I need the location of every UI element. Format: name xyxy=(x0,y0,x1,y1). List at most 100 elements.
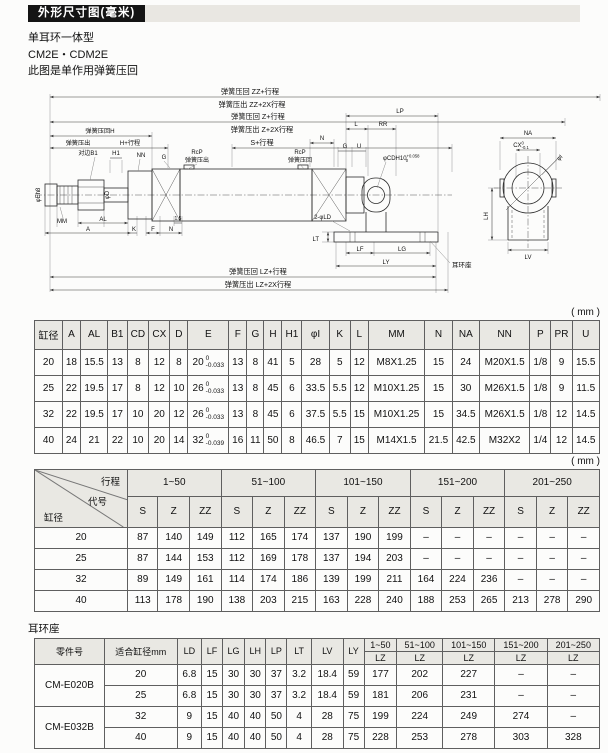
drawing-label: 弹簧压出 ZZ+2X行程 xyxy=(219,100,286,109)
table-cell: 13 xyxy=(228,374,248,402)
subtitle-model: CM2E・CDM2E xyxy=(28,48,109,61)
table-cell: 13 xyxy=(228,348,248,376)
table-cell: 8 xyxy=(281,426,303,454)
column-header: U xyxy=(571,319,601,350)
table-cell: 28 xyxy=(310,726,344,749)
table-cell: 21 xyxy=(79,426,109,454)
table-cell: 8 xyxy=(126,348,150,376)
drawing-label: 弹簧压出 xyxy=(66,139,91,147)
stroke-range-header: 51~100 xyxy=(220,468,317,497)
table-cell: 203 xyxy=(252,589,285,612)
table-cell: 15 xyxy=(201,726,223,749)
dimensions-table-head: 缸径 A AL B1 CD CX D E F G H H1 φI K L MM … xyxy=(34,319,601,350)
table-cell: 164 xyxy=(409,568,443,591)
table-cell: 14 xyxy=(169,426,189,454)
table-cell: 87 xyxy=(126,547,159,570)
table-row: 20 87 140 149 112 165 174 137 190 199– – – – – – xyxy=(34,526,600,549)
table-cell: 50 xyxy=(265,726,288,749)
table-row: 40 9 15 40 40 50 4 28 75 228 253 278 303 328 xyxy=(35,726,601,749)
table-cell: 20 xyxy=(34,348,63,376)
table-cell: – xyxy=(494,684,548,707)
table-cell: 13 xyxy=(228,400,248,428)
table-cell: 40 xyxy=(221,726,246,749)
diagonal-lines xyxy=(35,470,127,527)
table-cell: – xyxy=(472,526,506,549)
drawing-label: 弹簧压回 xyxy=(288,156,312,164)
table-cell: 18 xyxy=(61,348,81,376)
table-cell: 42.5 xyxy=(451,426,480,454)
table-cell: 32 0 -0.039 xyxy=(187,426,230,454)
column-header: A xyxy=(61,319,81,350)
column-header: AL xyxy=(79,319,109,350)
table-cell: 10 xyxy=(126,400,150,428)
stroke-table-head: 行程 代号 缸径 1~50 51~100 101~150 151~200 201… xyxy=(34,468,600,528)
stroke-range-header: 201~250 xyxy=(504,468,600,497)
table-cell: 26 0 -0.033 xyxy=(187,374,230,402)
table-cell: 9 xyxy=(176,705,203,728)
table-cell: – xyxy=(535,526,569,549)
table-row: 25 87 144 153 112 169 178 137 194 203– – – – – – xyxy=(34,547,600,570)
drawing-label: 弹簧压出 LZ+2X行程 xyxy=(225,280,292,289)
table-cell: 228 xyxy=(346,589,380,612)
drawing-label: NN xyxy=(137,153,146,159)
table-cell: 5 xyxy=(281,348,303,376)
column-header: NN xyxy=(478,319,531,350)
table-cell: 15 xyxy=(349,426,369,454)
column-header: 适合缸径mm xyxy=(103,637,178,665)
table-cell: 17 xyxy=(107,400,128,428)
column-header: E xyxy=(187,319,230,350)
dimension-lines xyxy=(45,95,600,291)
table-cell: 190 xyxy=(346,526,380,549)
table-cell: – xyxy=(546,684,601,707)
table-cell: 20 xyxy=(148,400,171,428)
sub-header: Z xyxy=(441,495,474,528)
table-cell: 5.5 xyxy=(328,374,351,402)
table-cell: 40 xyxy=(244,726,267,749)
stroke-range-header: 151~200 xyxy=(494,637,548,652)
table-cell: 45 xyxy=(263,374,283,402)
drawing-label: LF xyxy=(356,247,363,253)
corner-label-stroke: 行程 xyxy=(100,476,120,488)
table-cell: – xyxy=(535,568,569,591)
table-cell: M26X1.5 xyxy=(478,400,531,428)
sub-header: Z xyxy=(157,495,190,528)
table-cell: 178 xyxy=(283,547,317,570)
sub-header: ZZ xyxy=(472,495,506,528)
table-cell: 153 xyxy=(189,547,222,570)
table-cell: – xyxy=(441,547,474,570)
column-header: φI xyxy=(301,319,330,350)
corner-label-bore: 缸径 xyxy=(44,512,64,524)
sub-header: LZ xyxy=(442,650,496,665)
table-cell: – xyxy=(546,663,601,686)
table-cell: 46.5 xyxy=(301,426,330,454)
table-cell: 15.5 xyxy=(571,348,601,376)
cylinder-geometry xyxy=(35,155,562,248)
drawing-label: MM xyxy=(57,219,67,225)
table-row: 20 18 15.5 13 8 12 8 20 0 -0.033 13 8 41 5 28 5 12 M8X1.2… xyxy=(34,348,601,376)
table-cell: 15 xyxy=(201,705,223,728)
table-cell: 13 xyxy=(107,348,128,376)
table-cell: – xyxy=(494,663,548,686)
table-cell: 303 xyxy=(494,726,548,749)
table-cell: – xyxy=(567,568,600,591)
table-cell: 20 xyxy=(34,526,128,549)
table-cell: 32 xyxy=(34,568,128,591)
column-header: LD xyxy=(176,637,203,665)
table-cell: 253 xyxy=(396,726,444,749)
table-cell: 215 xyxy=(283,589,317,612)
stroke-range-header: 1~50 xyxy=(127,468,222,497)
table-cell: 9 xyxy=(550,374,573,402)
table-cell: CM-E020B xyxy=(34,663,105,707)
column-header: LH xyxy=(244,637,267,665)
sub-header: S xyxy=(220,495,254,528)
column-header: MM xyxy=(367,319,426,350)
table-cell: – xyxy=(441,526,474,549)
table-cell: 3.2 xyxy=(286,663,312,686)
drawing-label: 弹簧压出 Z+2X行程 xyxy=(231,125,294,134)
table-cell: 14.5 xyxy=(571,400,601,428)
drawing-label: 对边B1 xyxy=(78,149,98,157)
table-cell: 32 xyxy=(103,705,178,728)
table-cell: 278 xyxy=(442,726,496,749)
sub-header: LZ xyxy=(546,650,601,665)
table-cell: 7 xyxy=(328,426,351,454)
